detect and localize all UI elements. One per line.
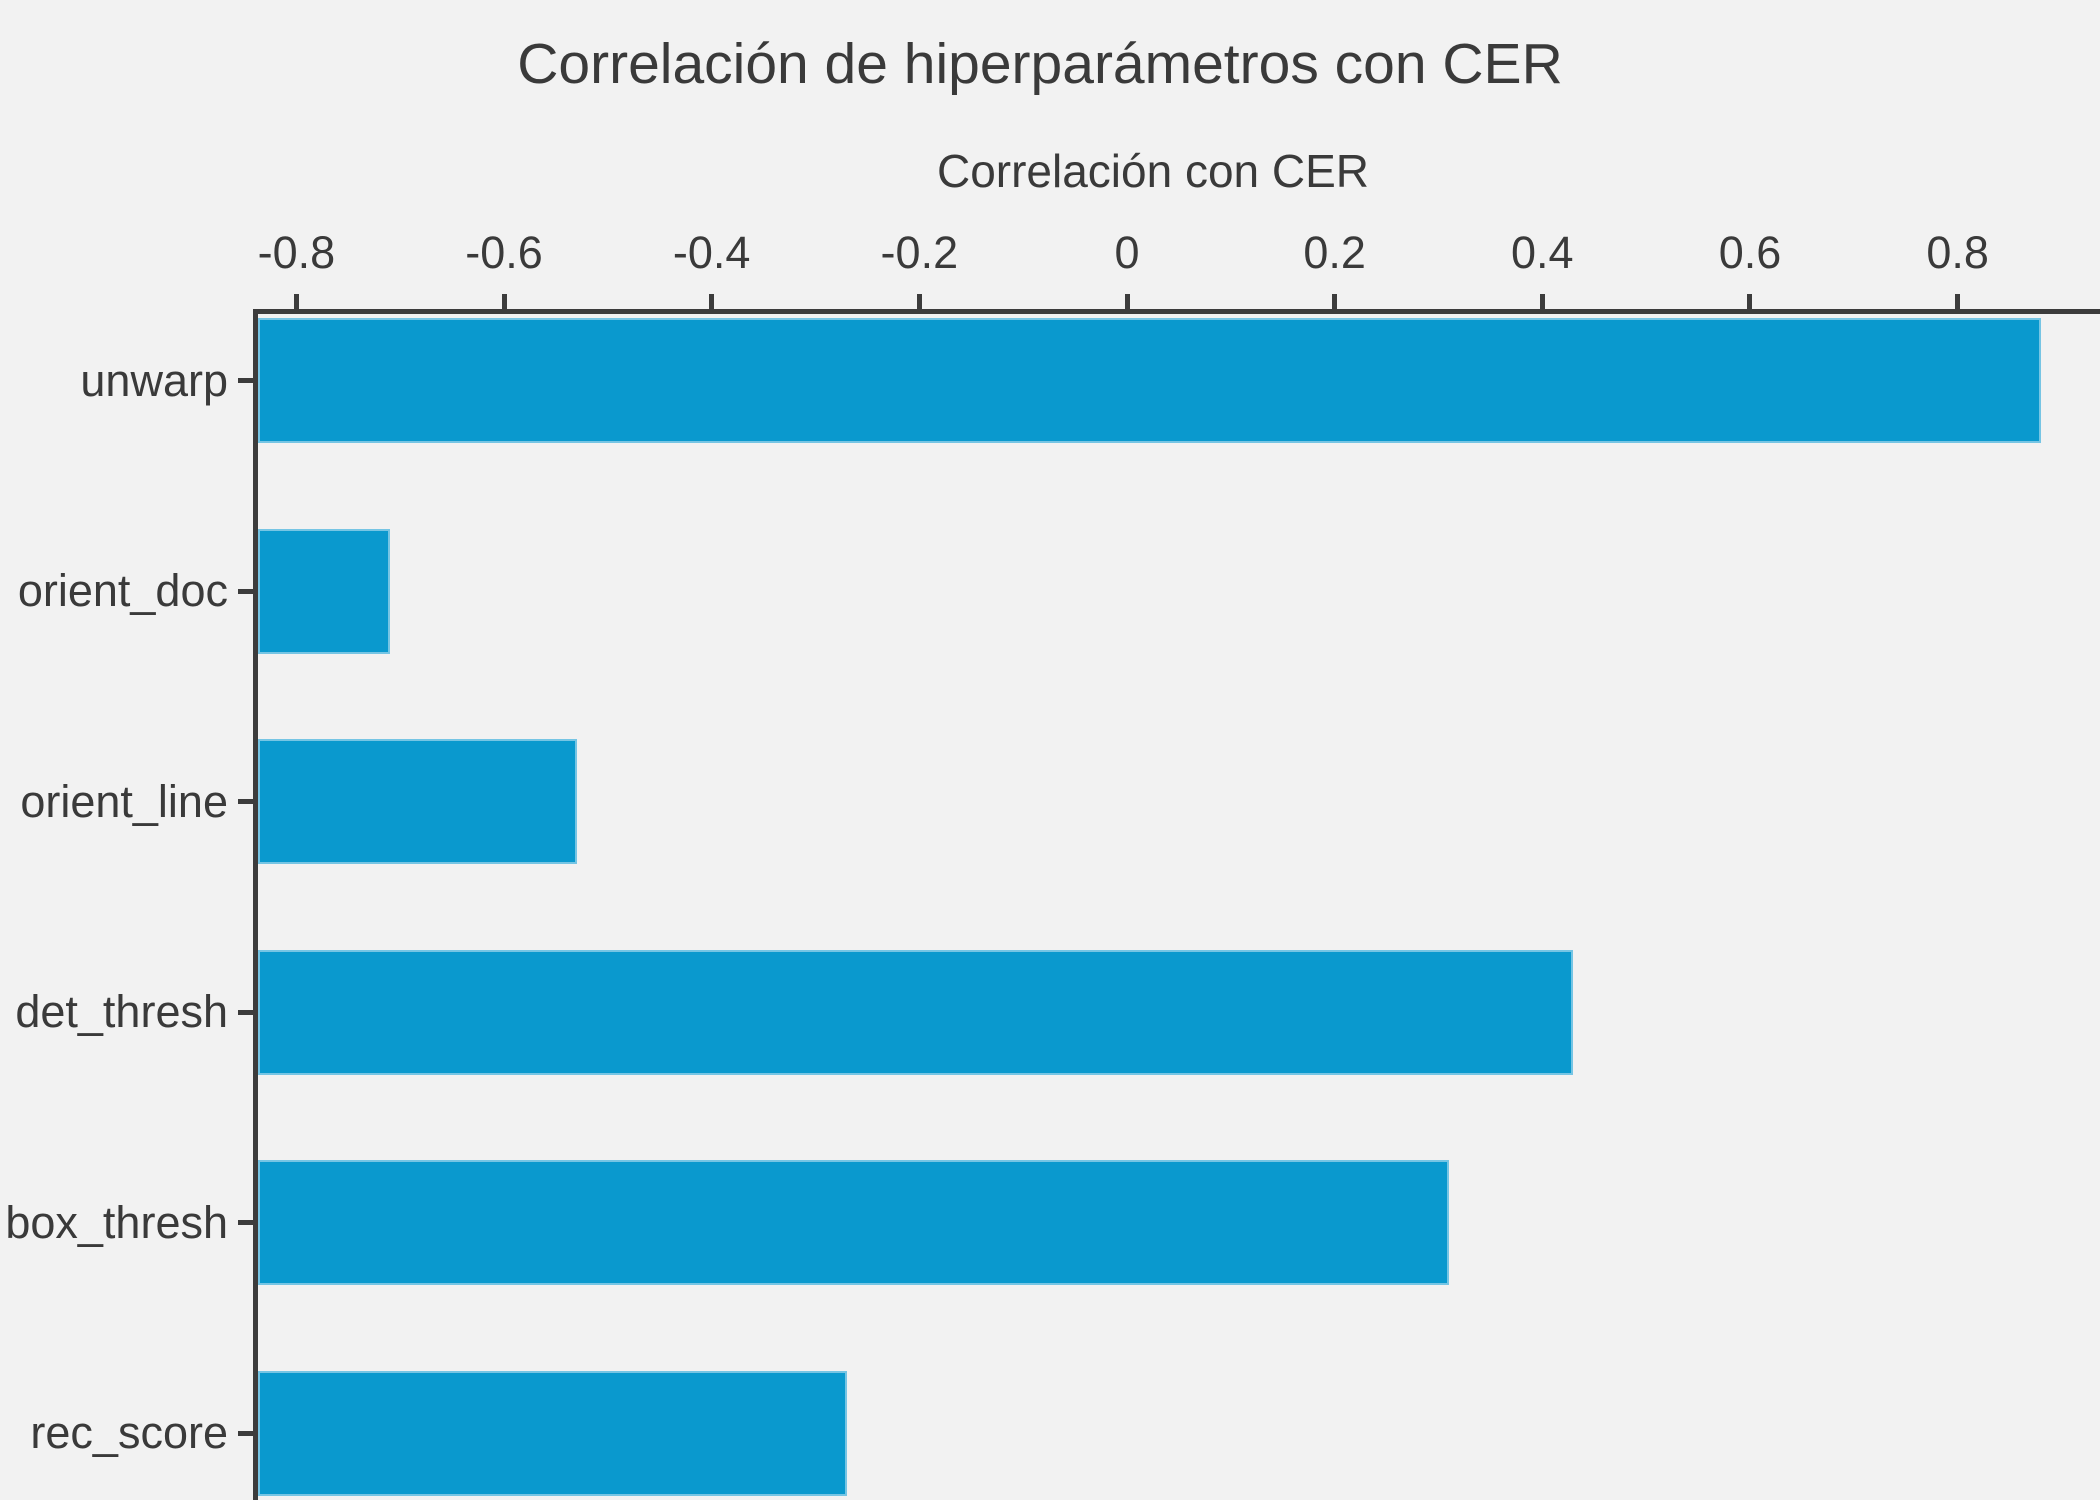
y-tick-mark: [238, 378, 253, 384]
x-tick-label: 0.8: [1926, 227, 1989, 278]
x-tick-mark: [1955, 294, 1961, 309]
x-tick-mark: [916, 294, 922, 309]
y-tick-mark: [238, 1430, 253, 1436]
top-axis-spine: [253, 309, 2100, 314]
x-tick-mark: [1124, 294, 1130, 309]
x-tick-label: 0.4: [1511, 227, 1574, 278]
x-tick-mark: [709, 294, 715, 309]
y-tick-mark: [238, 1009, 253, 1015]
x-tick-label: 0: [1114, 227, 1140, 278]
y-tick-mark: [238, 588, 253, 594]
x-axis-label: Correlación con CER: [936, 145, 1370, 197]
category-label: orient_doc: [17, 565, 228, 617]
y-tick-mark: [238, 799, 253, 805]
x-tick-mark: [1747, 294, 1753, 309]
x-tick-label: 0.2: [1303, 227, 1366, 278]
bar-box_thresh: [258, 1160, 1449, 1286]
x-tick-mark: [501, 294, 507, 309]
x-tick-mark: [1332, 294, 1338, 309]
category-label: det_thresh: [15, 986, 228, 1038]
category-label: rec_score: [30, 1407, 228, 1459]
left-axis-spine: [253, 309, 258, 1500]
bar-orient_doc: [258, 528, 390, 654]
category-label: box_thresh: [5, 1196, 228, 1248]
x-tick-label: -0.8: [257, 227, 336, 278]
x-tick-label: -0.2: [880, 227, 959, 278]
bar-orient_line: [258, 739, 577, 865]
x-tick-label: -0.4: [672, 227, 751, 278]
category-label: unwarp: [80, 354, 228, 406]
y-tick-mark: [238, 1220, 253, 1226]
category-label: orient_line: [20, 775, 228, 827]
bar-det_thresh: [258, 949, 1574, 1075]
bar-rec_score: [258, 1370, 847, 1496]
x-tick-label: 0.6: [1718, 227, 1782, 278]
bar-unwarp: [258, 318, 2041, 444]
chart-title: Correlación de hiperparámetros con CER: [517, 32, 1563, 96]
x-tick-mark: [293, 294, 299, 309]
x-tick-label: -0.6: [465, 227, 543, 278]
x-tick-mark: [1539, 294, 1545, 309]
